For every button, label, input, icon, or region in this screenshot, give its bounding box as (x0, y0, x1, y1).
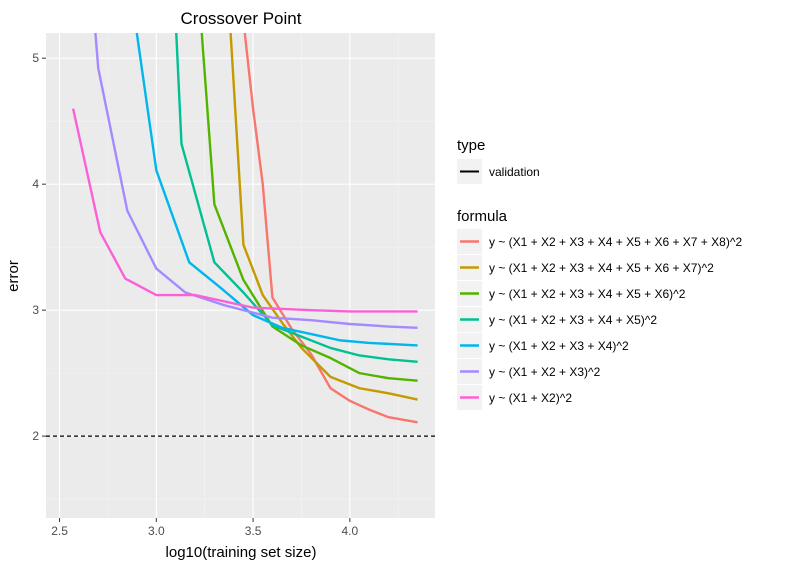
y-tick-label: 3 (32, 303, 39, 317)
x-tick-label: 3.0 (148, 524, 165, 538)
y-tick-label: 5 (32, 51, 39, 65)
x-tick-label: 2.5 (51, 524, 68, 538)
legend-type-label: validation (489, 165, 540, 179)
legend-label-7: y ~ (X1 + X2)^2 (489, 391, 572, 405)
x-axis-ticks: 2.5 3.0 3.5 4.0 (51, 518, 359, 538)
legend-type: type validation (457, 137, 540, 184)
x-tick-label: 3.5 (245, 524, 262, 538)
x-axis-title: log10(training set size) (166, 544, 317, 561)
legend-label-6: y ~ (X1 + X2 + X3)^2 (489, 365, 601, 379)
legend-formula-title: formula (457, 208, 508, 225)
legend-label-1: y ~ (X1 + X2 + X3 + X4 + X5 + X6 + X7 + … (489, 235, 742, 249)
legend-label-2: y ~ (X1 + X2 + X3 + X4 + X5 + X6 + X7)^2 (489, 261, 714, 275)
legend-label-5: y ~ (X1 + X2 + X3 + X4)^2 (489, 339, 629, 353)
y-tick-label: 4 (32, 177, 39, 191)
series-line-5 (135, 33, 418, 347)
legend-label-4: y ~ (X1 + X2 + X3 + X4 + X5)^2 (489, 313, 657, 327)
legend-type-title: type (457, 137, 485, 154)
y-axis-ticks: 2 3 4 5 (32, 51, 46, 443)
chart-title: Crossover Point (181, 9, 302, 28)
legend-formula-items: y ~ (X1 + X2 + X3 + X4 + X5 + X6 + X7 + … (457, 229, 742, 410)
series-lines (71, 33, 418, 424)
y-axis-title: error (5, 260, 22, 292)
legend-formula: formula y ~ (X1 + X2 + X3 + X4 + X5 + X6… (457, 208, 742, 410)
series-line-3 (200, 33, 418, 382)
series-line-6 (94, 33, 418, 329)
series-line-1 (243, 33, 418, 424)
series-line-4 (175, 33, 418, 363)
series-line-2 (229, 33, 418, 401)
y-tick-label: 2 (32, 429, 39, 443)
x-tick-label: 4.0 (342, 524, 359, 538)
legend-label-3: y ~ (X1 + X2 + X3 + X4 + X5 + X6)^2 (489, 287, 686, 301)
series-line-7 (71, 108, 418, 313)
